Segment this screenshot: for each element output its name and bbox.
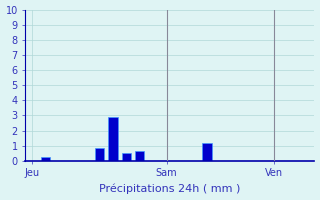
Bar (135, 151, 144, 161)
Bar (122, 153, 131, 161)
Bar (202, 143, 212, 161)
X-axis label: Précipitations 24h ( mm ): Précipitations 24h ( mm ) (99, 184, 241, 194)
Bar (95, 148, 104, 161)
Bar (108, 117, 117, 161)
Bar (41, 157, 50, 161)
